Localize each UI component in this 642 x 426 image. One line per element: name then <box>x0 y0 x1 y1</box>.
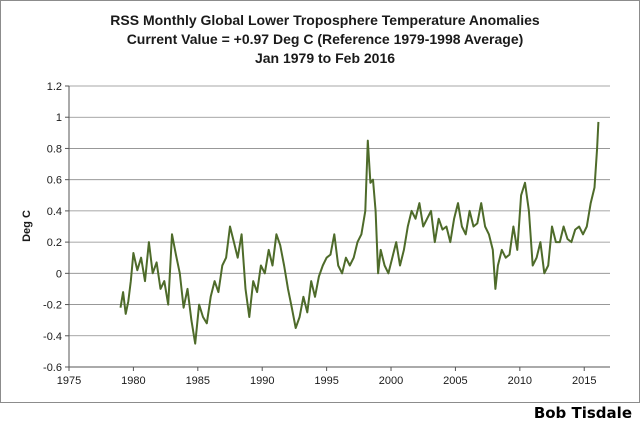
y-tick-label: 1.2 <box>47 81 62 93</box>
y-tick-label: -0.2 <box>43 300 62 312</box>
line-chart: RSS Monthly Global Lower Troposphere Tem… <box>21 12 610 387</box>
author-credit: Bob Tisdale <box>533 404 632 422</box>
x-tick-labels: 1975 1980 1985 1990 1995 2000 2005 2010 2015 <box>57 375 597 387</box>
x-tick-label: 1980 <box>121 375 145 387</box>
y-tick-label: 0.6 <box>47 175 62 187</box>
x-tick-label: 2015 <box>572 375 596 387</box>
gridlines <box>69 85 610 368</box>
x-tick-label: 2000 <box>379 375 403 387</box>
y-tick-label: 0 <box>56 268 62 280</box>
title-line-2: Current Value = +0.97 Deg C (Reference 1… <box>127 31 524 47</box>
x-tick-label: 1975 <box>57 375 81 387</box>
series-line <box>119 121 600 345</box>
x-tick-label: 1985 <box>186 375 210 387</box>
y-axis-label: Deg C <box>21 210 33 242</box>
y-tick-label: 0.2 <box>47 237 62 249</box>
axes <box>65 85 610 371</box>
y-tick-label: -0.6 <box>43 362 62 374</box>
title-line-1: RSS Monthly Global Lower Troposphere Tem… <box>110 12 540 28</box>
series-layer <box>119 121 600 345</box>
y-tick-labels: -0.6 -0.4 -0.2 0 0.2 0.4 0.6 0.8 1 1.2 <box>43 81 62 374</box>
chart-title: RSS Monthly Global Lower Troposphere Tem… <box>110 12 540 66</box>
title-line-3: Jan 1979 to Feb 2016 <box>255 50 395 66</box>
x-tick-label: 2010 <box>508 375 532 387</box>
y-tick-label: 0.8 <box>47 143 62 155</box>
x-tick-label: 2005 <box>443 375 467 387</box>
y-tick-label: -0.4 <box>43 331 62 343</box>
x-tick-label: 1990 <box>250 375 274 387</box>
y-tick-label: 1 <box>56 112 62 124</box>
x-tick-label: 1995 <box>314 375 338 387</box>
y-tick-label: 0.4 <box>47 206 62 218</box>
